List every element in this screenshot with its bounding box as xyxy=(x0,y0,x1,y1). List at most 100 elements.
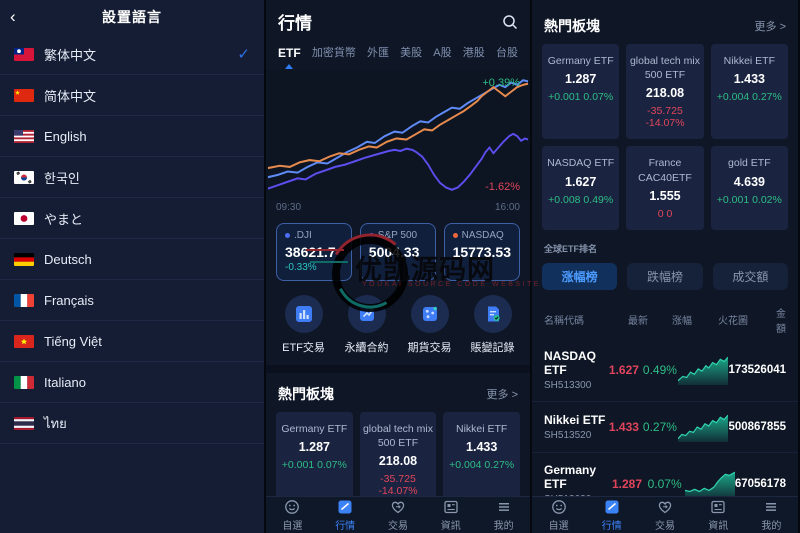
index-card-nasdaq[interactable]: NASDAQ 15773.53 xyxy=(443,223,520,281)
etf-change: -35.725 -14.07% xyxy=(645,105,685,130)
quick-actions-row: ETF交易 永續合約 期貨交易 賬變記錄 xyxy=(266,287,530,365)
row-name: Germany ETF xyxy=(544,462,597,491)
language-label: English xyxy=(44,128,87,144)
nav-news[interactable]: 資訊 xyxy=(424,497,477,533)
hot-sectors-header: 熱門板塊 更多 > xyxy=(266,373,530,412)
quick-action-label: 期貨交易 xyxy=(407,342,452,354)
language-item-vietnamese[interactable]: Tiếng Việt xyxy=(0,321,264,362)
etf-price: 1.287 xyxy=(565,72,597,87)
more-link[interactable]: 更多 > xyxy=(754,21,786,33)
etf-price: 218.08 xyxy=(645,86,685,101)
flag-japan-icon xyxy=(14,211,34,225)
quick-action-perpetual[interactable]: 永續合約 xyxy=(335,295,398,355)
flag-usa-icon xyxy=(14,129,34,143)
nav-favorites[interactable]: 自選 xyxy=(532,497,585,533)
nav-label: 資訊 xyxy=(708,520,729,532)
quick-action-futures[interactable]: 期貨交易 xyxy=(398,295,461,355)
market-chart-icon xyxy=(605,500,619,513)
etf-price: 1.287 xyxy=(298,440,330,455)
language-item-german[interactable]: Deutsch xyxy=(0,239,264,280)
hot-card-global-tech-etf[interactable]: global tech mix 500 ETF 218.08 -35.725 -… xyxy=(359,412,437,508)
nav-favorites[interactable]: 自選 xyxy=(266,497,319,533)
etf-change: +0.001 0.02% xyxy=(716,193,782,206)
index-card-sp500[interactable]: S&P 500 5004.33 xyxy=(359,223,436,281)
language-item-korean[interactable]: 한국인 xyxy=(0,157,264,198)
menu-lines-icon xyxy=(766,502,777,511)
language-item-traditional-chinese[interactable]: 繁体中文 ✓ xyxy=(0,34,264,75)
nav-label: 行情 xyxy=(601,520,622,532)
hot-card-nasdaq-etf[interactable]: NASDAQ ETF 1.627 +0.008 0.49% xyxy=(542,146,620,230)
nav-market[interactable]: 行情 xyxy=(585,497,638,533)
language-item-english[interactable]: English xyxy=(0,116,264,157)
record-check-icon xyxy=(487,306,500,322)
time-end-label: 16:00 xyxy=(494,202,520,213)
nav-label: 我的 xyxy=(493,520,514,532)
language-item-thai[interactable]: ไทย xyxy=(0,403,264,444)
language-item-italian[interactable]: Italiano xyxy=(0,362,264,403)
tab-losers[interactable]: 跌幅榜 xyxy=(627,262,703,290)
row-price: 1.287 xyxy=(611,476,643,491)
table-row-germany-etf[interactable]: Germany ETFSH513030 1.287 0.07% 67056178 xyxy=(532,453,798,516)
tab-hk-stocks[interactable]: 港股 xyxy=(462,47,485,59)
more-link[interactable]: 更多 > xyxy=(486,389,518,401)
market-title: 行情 xyxy=(278,14,312,33)
news-icon xyxy=(711,500,725,513)
market-tabs: ETF 加密貨幣 外匯 美股 A股 港股 台股 xyxy=(266,37,530,69)
tab-a-shares[interactable]: A股 xyxy=(433,47,452,59)
row-price: 1.627 xyxy=(608,362,639,377)
table-row-nasdaq-etf[interactable]: NASDAQ ETF SH513300 1.627 0.49% 173526041 xyxy=(532,339,798,402)
hot-card-nikkei-etf[interactable]: Nikkei ETF 1.433 +0.004 0.27% xyxy=(710,44,788,140)
news-icon xyxy=(444,500,458,513)
language-label: ไทย xyxy=(44,415,67,431)
row-code: SH513300 xyxy=(544,379,592,391)
nav-mine[interactable]: 我的 xyxy=(745,497,798,533)
quick-action-label: 賬變記錄 xyxy=(470,342,515,354)
tab-tw-stocks[interactable]: 台股 xyxy=(495,47,518,59)
quick-action-label: 永續合約 xyxy=(344,342,389,354)
tab-us-stocks[interactable]: 美股 xyxy=(400,47,423,59)
index-line-chart[interactable]: +0.39% -1.62% xyxy=(266,70,530,200)
tab-gainers[interactable]: 涨幅榜 xyxy=(542,262,618,290)
etf-name: Nikkei ETF xyxy=(455,423,508,435)
hot-card-gold-etf[interactable]: gold ETF 4.639 +0.001 0.02% xyxy=(710,146,788,230)
etf-change: 0 0 xyxy=(657,207,673,220)
language-item-simplified-chinese[interactable]: 简体中文 xyxy=(0,75,264,116)
nav-market[interactable]: 行情 xyxy=(319,497,372,533)
hot-card-global-tech-etf[interactable]: global tech mix 500 ETF 218.08 -35.725 -… xyxy=(626,44,704,140)
bottom-nav: 自選 行情 交易 資訊 我的 xyxy=(532,496,798,533)
back-icon[interactable]: ‹ xyxy=(10,7,16,26)
hot-sectors-title: 熱門板塊 xyxy=(278,386,334,402)
hot-card-nikkei-etf[interactable]: Nikkei ETF 1.433 +0.004 0.27% xyxy=(443,412,520,508)
language-settings-panel: ‹ 設置語言 繁体中文 ✓ 简体中文 English 한국인 やまと Deuts… xyxy=(0,0,266,533)
quick-action-etf-trade[interactable]: ETF交易 xyxy=(272,295,335,355)
hot-card-cac40-etf[interactable]: France CAC40ETF 1.555 0 0 xyxy=(626,146,704,230)
tab-volume[interactable]: 成交額 xyxy=(712,262,788,290)
tab-forex[interactable]: 外匯 xyxy=(366,47,389,59)
nav-trade[interactable]: 交易 xyxy=(638,497,691,533)
check-icon: ✓ xyxy=(237,46,250,63)
language-item-japanese[interactable]: やまと xyxy=(0,198,264,239)
nav-mine[interactable]: 我的 xyxy=(477,497,530,533)
language-label: Italiano xyxy=(44,374,86,390)
quick-action-account-records[interactable]: 賬變記錄 xyxy=(461,295,524,355)
hot-card-germany-etf[interactable]: Germany ETF 1.287 +0.001 0.07% xyxy=(542,44,620,140)
etf-price: 4.639 xyxy=(733,174,765,189)
flag-vietnam-icon xyxy=(14,334,34,348)
dji-dot-icon xyxy=(285,233,290,238)
contract-icon xyxy=(359,307,374,321)
table-row-nikkei-etf[interactable]: Nikkei ETF SH513520 1.433 0.27% 500867855 xyxy=(532,402,798,453)
index-value: 38621.7 xyxy=(285,244,336,260)
nav-label: 資訊 xyxy=(440,520,461,532)
etf-name: France CAC40ETF xyxy=(638,157,692,184)
tab-crypto[interactable]: 加密貨幣 xyxy=(311,47,356,59)
search-icon[interactable] xyxy=(502,14,518,30)
hot-sectors-grid: Germany ETF 1.287 +0.001 0.07% global te… xyxy=(532,44,798,230)
language-item-french[interactable]: Français xyxy=(0,280,264,321)
nav-trade[interactable]: 交易 xyxy=(372,497,425,533)
hot-card-germany-etf[interactable]: Germany ETF 1.287 +0.001 0.07% xyxy=(276,412,353,508)
tab-etf[interactable]: ETF xyxy=(278,46,301,69)
nav-label: 自選 xyxy=(282,520,303,532)
nav-news[interactable]: 資訊 xyxy=(692,497,745,533)
index-card-dji[interactable]: .DJI 38621.7 -0.33% xyxy=(276,223,352,281)
etf-name: global tech mix 500 ETF xyxy=(362,423,434,450)
